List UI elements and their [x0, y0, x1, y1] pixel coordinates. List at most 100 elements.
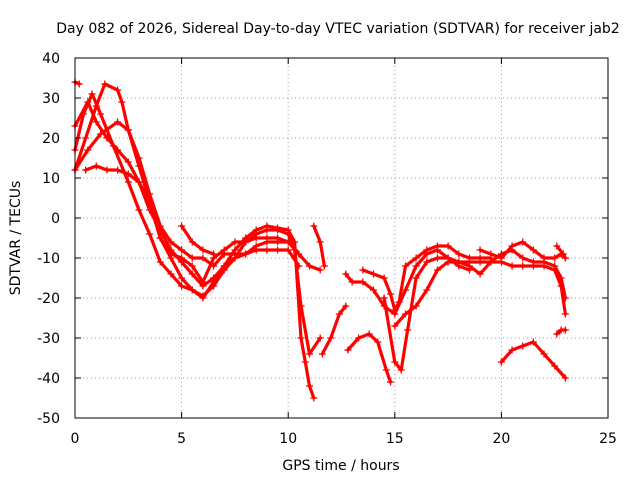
data-point-marker: [423, 286, 431, 294]
series-line: [393, 260, 567, 328]
data-point-marker: [156, 234, 164, 242]
data-point-marker: [551, 254, 559, 262]
data-point-marker: [291, 238, 299, 246]
data-point-marker: [114, 118, 122, 126]
data-point-marker: [295, 250, 303, 258]
data-point-marker: [508, 262, 516, 270]
series-line: [73, 92, 316, 400]
data-point-marker: [101, 80, 109, 88]
data-point-marker: [135, 178, 143, 186]
data-point-marker: [295, 262, 303, 270]
data-point-marker: [124, 158, 132, 166]
y-tick-label: 30: [42, 91, 60, 107]
data-point-marker: [561, 254, 569, 262]
data-point-marker: [476, 258, 484, 266]
data-point-marker: [380, 274, 388, 282]
data-point-marker: [551, 266, 559, 274]
data-point-marker: [199, 246, 207, 254]
data-point-marker: [263, 246, 271, 254]
data-point-marker: [487, 250, 495, 258]
data-point-marker: [327, 334, 335, 342]
data-point-marker: [342, 302, 350, 310]
series-line: [320, 304, 348, 356]
data-series: [71, 78, 569, 402]
data-point-marker: [220, 262, 228, 270]
data-point-marker: [103, 134, 111, 142]
data-point-marker: [263, 238, 271, 246]
data-point-marker: [412, 254, 420, 262]
series-track-p: [497, 338, 569, 382]
data-point-marker: [401, 286, 409, 294]
data-point-marker: [395, 298, 403, 306]
series-line: [73, 120, 301, 268]
data-point-marker: [188, 262, 196, 270]
data-point-marker: [274, 246, 282, 254]
data-point-marker: [156, 258, 164, 266]
data-point-marker: [231, 254, 239, 262]
data-point-marker: [476, 246, 484, 254]
data-point-marker: [348, 278, 356, 286]
data-point-marker: [519, 254, 527, 262]
data-point-marker: [561, 374, 569, 382]
data-point-marker: [423, 246, 431, 254]
data-point-marker: [401, 310, 409, 318]
data-point-marker: [301, 358, 309, 366]
data-point-marker: [75, 80, 83, 88]
data-point-marker: [284, 226, 292, 234]
data-point-marker: [124, 126, 132, 134]
data-point-marker: [124, 178, 132, 186]
data-point-marker: [465, 266, 473, 274]
data-point-marker: [444, 242, 452, 250]
x-tick-label: 15: [386, 431, 404, 447]
data-point-marker: [404, 326, 412, 334]
data-point-marker: [263, 222, 271, 230]
axis-ticks: 0 5 10 15 20 25 -50 -40 -30 -20 -10 0 10 20 30 40: [37, 51, 617, 447]
data-point-marker: [318, 350, 326, 358]
grid-lines: [75, 58, 608, 418]
data-point-marker: [220, 250, 228, 258]
data-point-marker: [252, 226, 260, 234]
data-point-marker: [114, 166, 122, 174]
x-tick-label: 5: [177, 431, 186, 447]
data-point-marker: [97, 110, 105, 118]
series-track-i: [318, 302, 350, 358]
data-point-marker: [465, 258, 473, 266]
series-line: [84, 164, 322, 288]
data-point-marker: [529, 338, 537, 346]
data-point-marker: [316, 266, 324, 274]
x-tick-label: 25: [599, 431, 617, 447]
data-point-marker: [316, 238, 324, 246]
plot-frame: [74, 57, 609, 419]
data-point-marker: [242, 250, 250, 258]
data-point-marker: [551, 362, 559, 370]
series-track-b: [71, 80, 324, 358]
data-point-marker: [284, 238, 292, 246]
data-point-marker: [455, 250, 463, 258]
data-point-marker: [188, 254, 196, 262]
data-point-marker: [199, 282, 207, 290]
data-point-marker: [444, 258, 452, 266]
data-point-marker: [433, 266, 441, 274]
data-point-marker: [178, 258, 186, 266]
y-tick-label: -40: [37, 371, 60, 387]
data-point-marker: [365, 330, 373, 338]
series-track-a: [71, 78, 83, 88]
data-point-marker: [433, 254, 441, 262]
data-point-marker: [231, 238, 239, 246]
data-point-marker: [397, 366, 405, 374]
data-point-marker: [497, 254, 505, 262]
data-point-marker: [540, 262, 548, 270]
data-point-marker: [167, 238, 175, 246]
series-track-g: [178, 222, 218, 258]
data-point-marker: [391, 322, 399, 330]
y-tick-label: -10: [37, 251, 60, 267]
series-line: [478, 240, 567, 260]
data-point-marker: [97, 130, 105, 138]
x-tick-label: 10: [279, 431, 297, 447]
data-point-marker: [561, 326, 569, 334]
data-point-marker: [146, 190, 154, 198]
y-tick-label: 10: [42, 171, 60, 187]
data-point-marker: [412, 262, 420, 270]
data-point-marker: [178, 222, 186, 230]
data-point-marker: [344, 346, 352, 354]
